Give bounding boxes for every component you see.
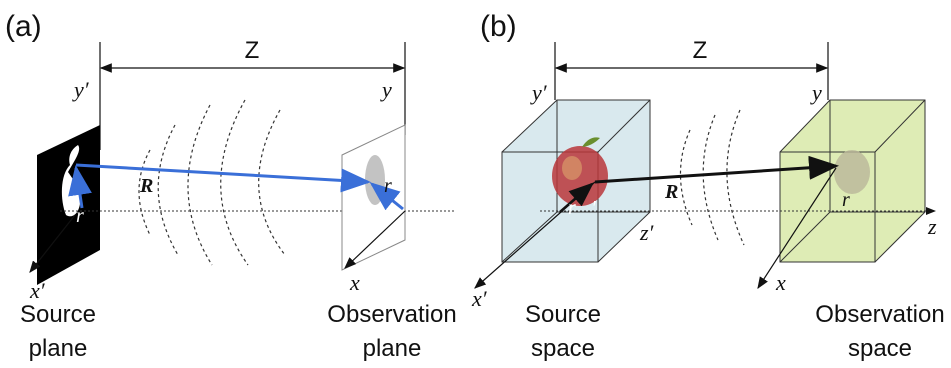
position-label: r⃗ [842,189,865,211]
wavefront [259,110,285,255]
distance-vector [76,165,368,182]
apple-highlight [562,156,582,180]
axis-label: y′ [530,80,548,105]
panel-label: (a) [5,10,42,43]
caption: plane [363,335,422,362]
observation-image [834,150,870,194]
axis-label: x [775,270,786,295]
position-label: r⃗′ [76,205,104,227]
axis-label: x′ [471,286,488,311]
position-label: r⃗′ [568,197,596,219]
panel-b: (b) Z y′ y z z′ x′ x [471,10,945,362]
wavefront [188,105,212,265]
vector-label: R [139,175,153,197]
distance-label: Z [245,37,260,64]
position-label: r⃗ [384,175,407,197]
wavefront [703,115,718,240]
caption: plane [29,335,88,362]
caption: Source [20,301,96,328]
axis-label: x [349,270,360,295]
caption: Observation [815,301,944,328]
axis-label: y′ [72,77,90,102]
caption: space [531,335,595,362]
caption: Source [525,301,601,328]
panel-a: (a) Z y′ y x′ x R r⃗′ r⃗ Source plane Ob… [5,10,457,362]
axis-label: y [810,80,822,105]
axis-label: y [380,77,392,102]
caption: Observation [327,301,456,328]
wavefront [158,125,178,255]
caption: space [848,335,912,362]
axis-label: z′ [639,220,655,245]
panel-label: (b) [480,10,517,43]
axis-label: z [927,214,937,239]
wavefront [727,110,744,245]
axis-label: x′ [29,278,46,303]
figure: (a) Z y′ y x′ x R r⃗′ r⃗ Source plane Ob… [0,0,951,368]
vector-label: R [664,181,678,203]
observation-image [365,155,385,205]
wavefront [221,100,248,265]
distance-label: Z [693,37,708,64]
